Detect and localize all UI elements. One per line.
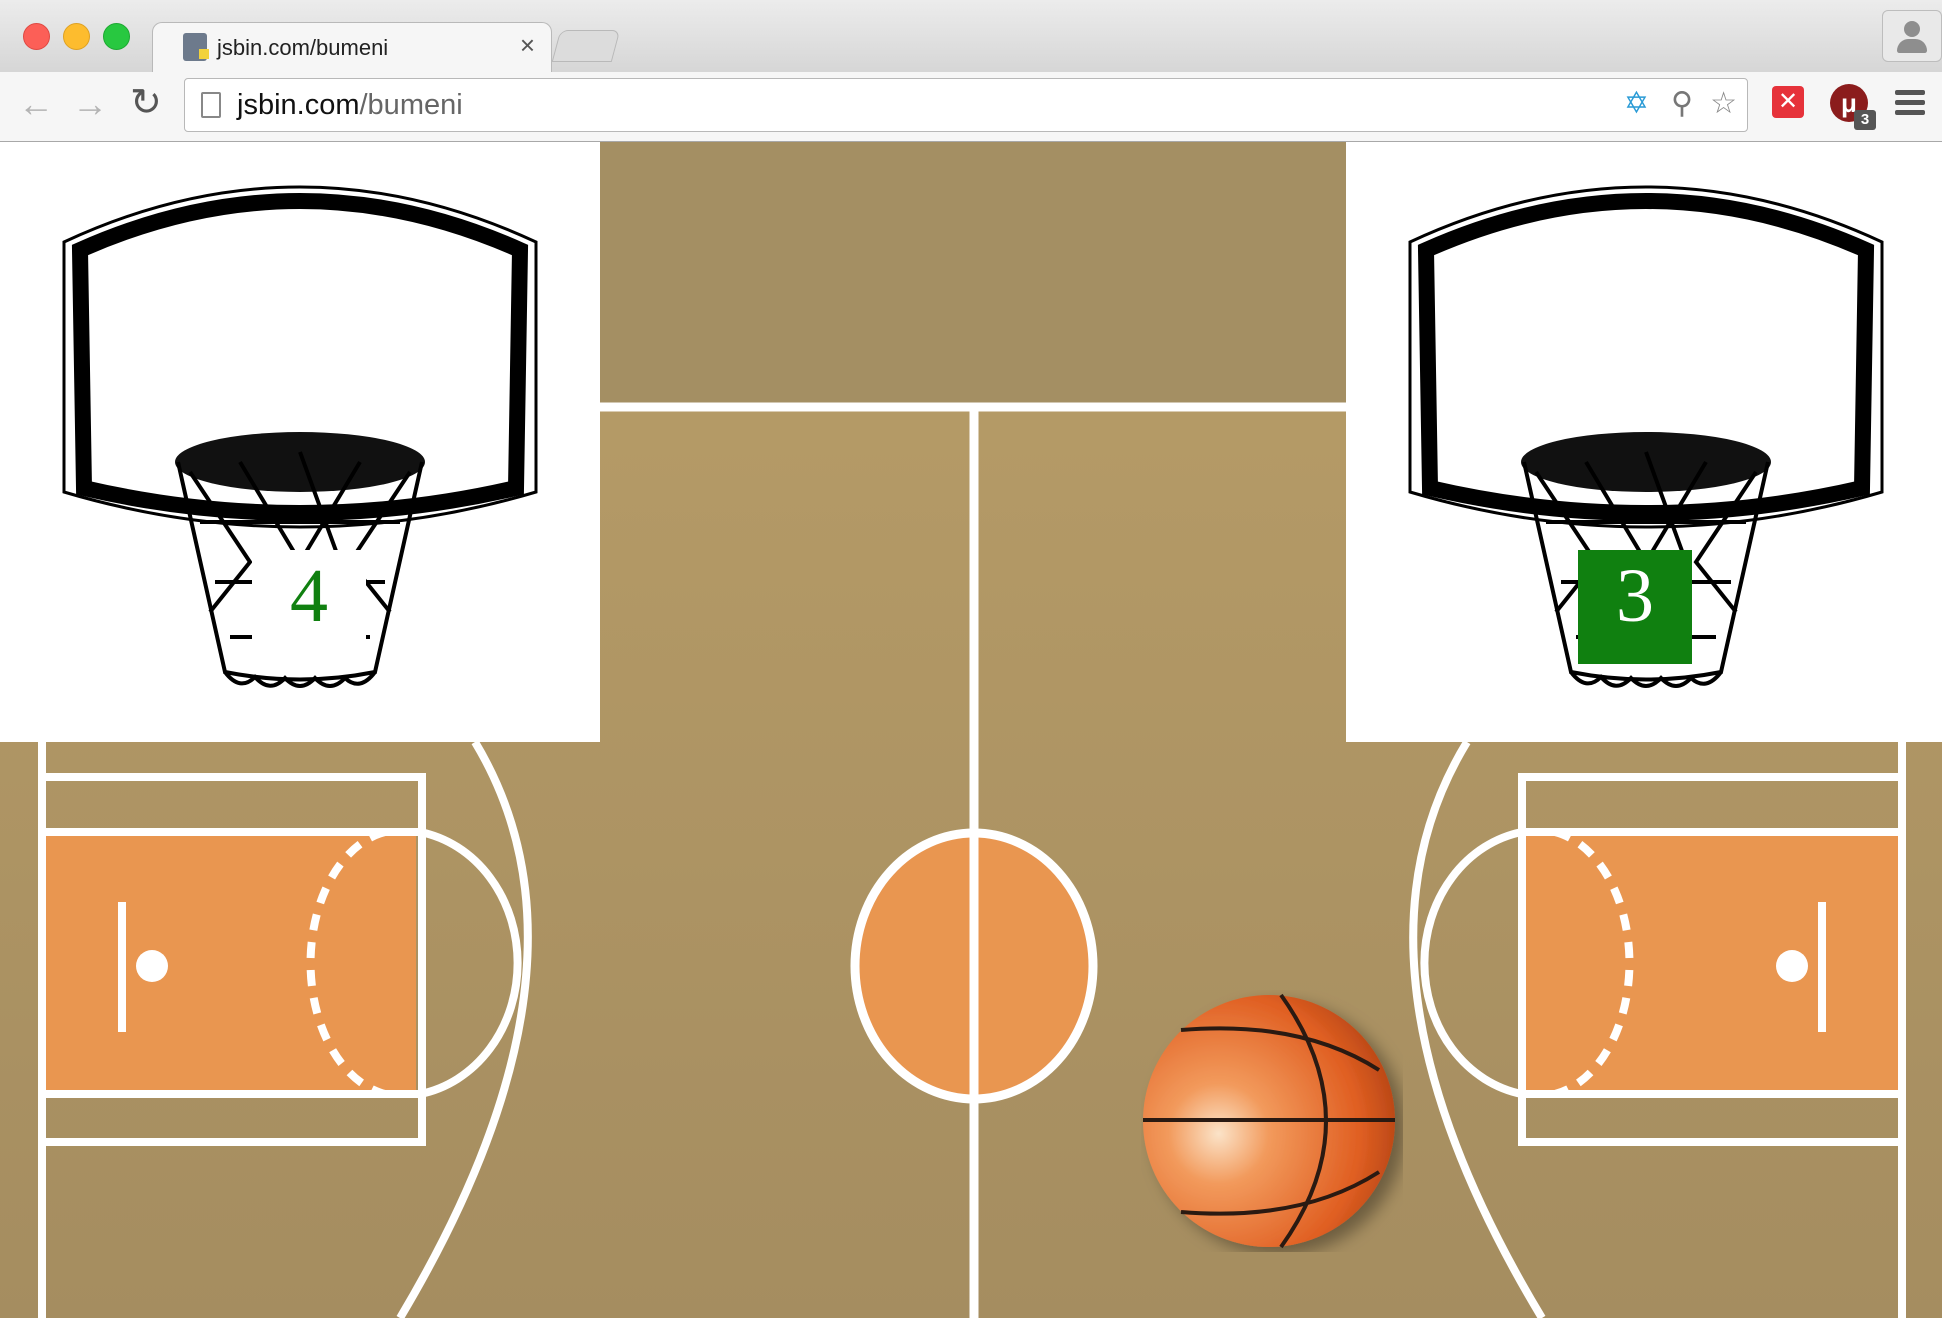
browser-toolbar: ← → ↻ jsbin.com/bumeni ✡ ⚲ ☆ ✕ μ 3 [0,72,1942,142]
browser-titlebar: jsbin.com/bumeni × [0,0,1942,72]
ublock-extension-icon[interactable]: μ 3 [1830,84,1876,130]
bookmark-star-icon[interactable]: ☆ [1710,87,1737,120]
new-tab-button[interactable] [551,30,621,62]
chrome-menu-icon[interactable] [1895,90,1925,118]
left-score: 4 [252,550,366,664]
right-paint [1526,832,1902,1094]
zoom-window-button[interactable] [103,23,130,50]
left-paint [42,832,416,1094]
ublock-glyph: μ [1841,88,1857,118]
right-hoop-panel[interactable] [1346,142,1942,742]
browser-tab[interactable]: jsbin.com/bumeni × [152,22,552,72]
red-extension-icon[interactable]: ✕ [1772,86,1804,118]
profile-avatar-body [1897,39,1927,53]
tab-close-icon[interactable]: × [519,30,535,60]
profile-avatar-icon [1904,21,1920,37]
right-three-point-arc [1409,739,1546,1318]
url-path: /bumeni [359,89,463,121]
basketball-icon[interactable] [1141,990,1403,1252]
network-extension-icon[interactable]: ✡ [1623,87,1649,120]
minimize-window-button[interactable] [63,23,90,50]
tab-title: jsbin.com/bumeni [217,35,389,60]
game-viewport[interactable]: 4 3 [0,142,1942,1318]
url-text[interactable]: jsbin.com/bumeni [237,89,463,122]
zoom-out-icon[interactable]: ⚲ [1671,87,1693,120]
court-top-band [600,142,1346,404]
forward-arrow-icon[interactable]: → [72,83,108,124]
page-icon [201,92,221,118]
url-host: jsbin.com [237,89,360,121]
profile-button[interactable] [1882,10,1942,62]
reload-icon[interactable]: ↻ [130,82,162,124]
left-hoop-icon [62,185,538,688]
right-score: 3 [1578,550,1692,664]
left-three-point-arc [396,739,532,1318]
close-window-button[interactable] [23,23,50,50]
address-bar[interactable]: jsbin.com/bumeni ✡ ⚲ ☆ [184,78,1748,132]
jsbin-favicon-icon [183,33,209,61]
ublock-badge: 3 [1854,110,1876,130]
right-hoop-icon [1408,185,1884,688]
back-arrow-icon[interactable]: ← [18,83,54,124]
